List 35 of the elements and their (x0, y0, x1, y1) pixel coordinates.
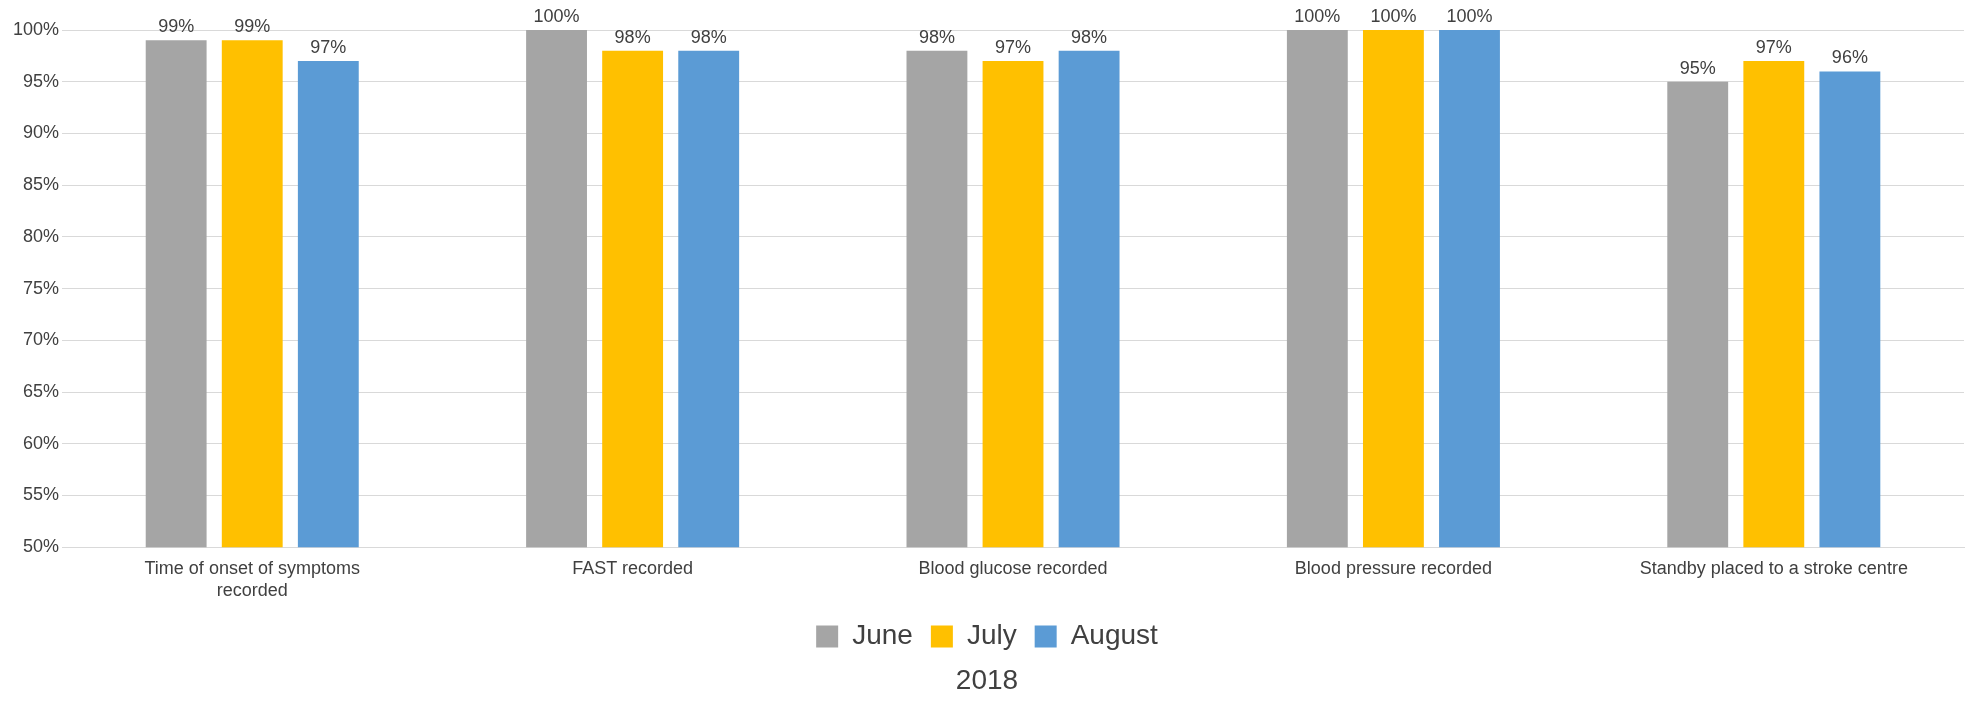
data-label: 96% (1831, 47, 1868, 68)
x-tick-label: FAST recorded (572, 557, 693, 578)
data-label: 97% (995, 37, 1032, 57)
y-tick-label: 100% (12, 18, 60, 39)
y-tick-label: 80% (23, 225, 60, 246)
data-label: 98% (918, 26, 955, 47)
data-label: 98% (1071, 26, 1108, 47)
y-tick-label: 75% (23, 277, 60, 298)
data-label: 97% (310, 37, 347, 57)
data-label: 98% (614, 26, 651, 47)
x-tick-label: Blood glucose recorded (918, 557, 1108, 578)
data-label: 99% (234, 16, 271, 37)
legend-label: July (966, 619, 1017, 651)
x-axis-title: 2018 (955, 663, 1019, 695)
y-tick-label: 90% (23, 122, 60, 143)
y-tick-label: 65% (23, 381, 60, 402)
x-tick-label: Blood pressure recorded (1294, 557, 1492, 578)
data-label: 95% (1679, 57, 1716, 78)
legend-label: June (852, 619, 913, 651)
y-tick-label: 50% (23, 536, 60, 557)
legend-label: August (1070, 619, 1159, 651)
data-label: 99% (158, 16, 195, 37)
data-label: 97% (1755, 37, 1792, 57)
data-label: 100% (1370, 5, 1417, 26)
x-tick-label: Standby placed to a stroke centre (1639, 557, 1908, 578)
data-label: 100% (1446, 5, 1493, 26)
y-tick-label: 70% (23, 329, 60, 350)
data-label: 98% (690, 26, 727, 47)
y-tick-label: 85% (23, 174, 60, 195)
y-tick-label: 95% (23, 70, 60, 91)
y-tick-label: 55% (23, 484, 60, 505)
data-label: 100% (1294, 5, 1341, 26)
data-label: 100% (533, 5, 580, 26)
x-tick-label: Time of onset of symptoms recorded (144, 557, 360, 600)
y-tick-label: 60% (23, 432, 60, 453)
